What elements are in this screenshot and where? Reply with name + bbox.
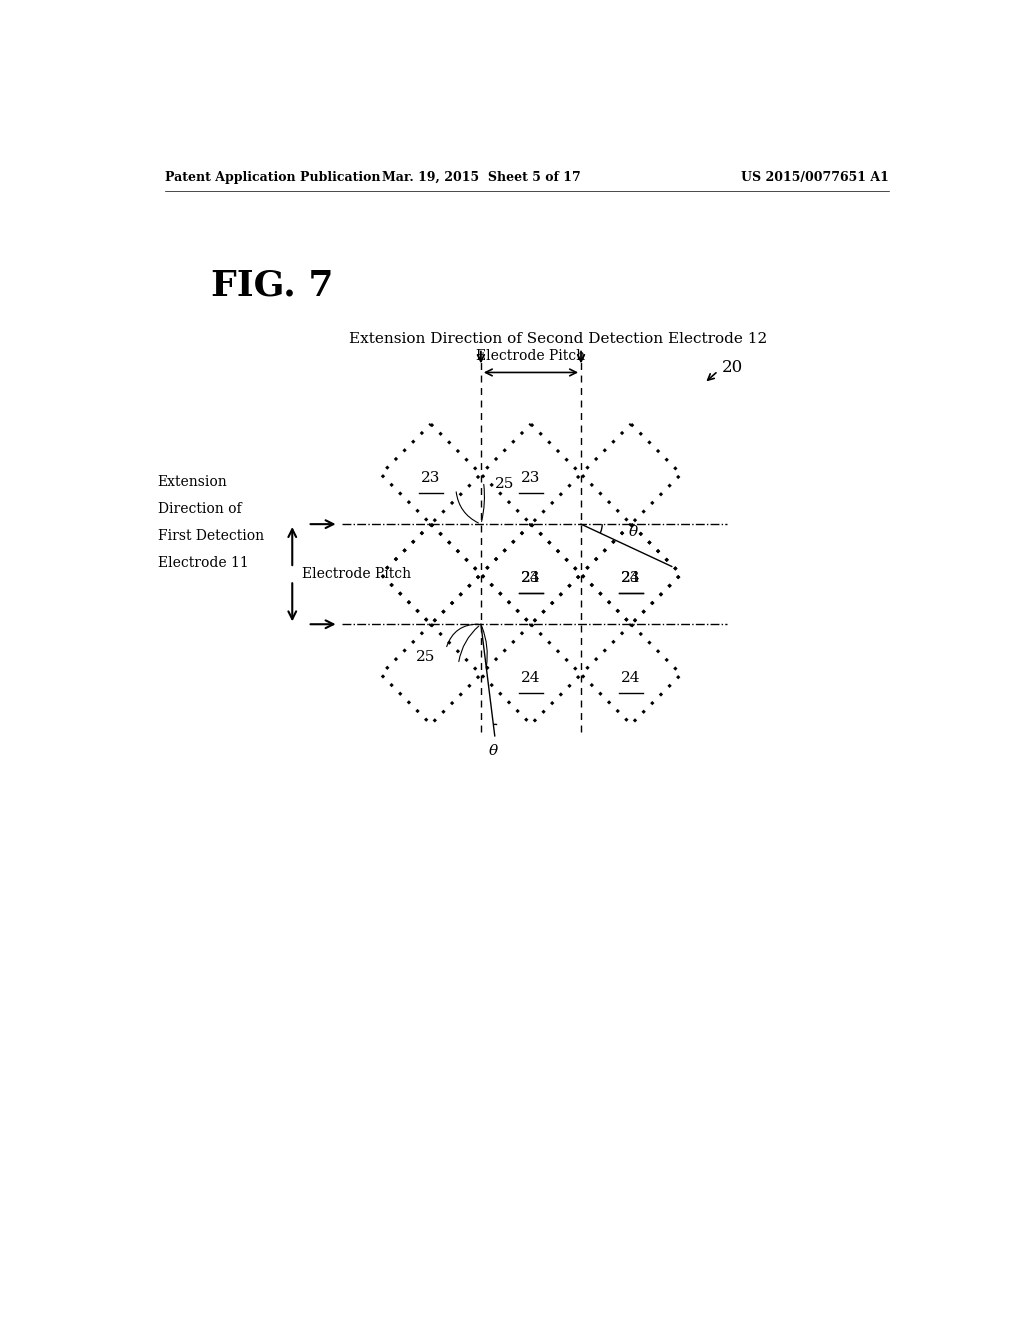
Text: First Detection: First Detection [158, 529, 263, 543]
Text: Extension: Extension [158, 475, 227, 488]
Text: 24: 24 [521, 572, 541, 585]
Text: Electrode Pitch: Electrode Pitch [476, 348, 586, 363]
Text: 23: 23 [421, 471, 440, 484]
Text: Electrode Pitch: Electrode Pitch [301, 568, 411, 581]
Text: 25: 25 [416, 649, 435, 664]
Text: Extension Direction of Second Detection Electrode 12: Extension Direction of Second Detection … [349, 333, 767, 346]
Text: US 2015/0077651 A1: US 2015/0077651 A1 [741, 172, 889, 185]
Text: Direction of: Direction of [158, 502, 241, 516]
Text: Patent Application Publication: Patent Application Publication [165, 172, 381, 185]
Text: Mar. 19, 2015  Sheet 5 of 17: Mar. 19, 2015 Sheet 5 of 17 [382, 172, 581, 185]
Text: 24: 24 [622, 671, 641, 685]
Text: 24: 24 [622, 572, 641, 585]
Text: 23: 23 [521, 572, 541, 585]
Text: 25: 25 [495, 477, 514, 491]
Text: FIG. 7: FIG. 7 [211, 268, 334, 302]
Text: 23: 23 [622, 572, 641, 585]
Text: Electrode 11: Electrode 11 [158, 556, 248, 570]
Text: θ: θ [629, 525, 638, 539]
Text: θ: θ [488, 744, 498, 758]
Text: 20: 20 [722, 359, 743, 376]
Text: 24: 24 [521, 671, 541, 685]
Text: 23: 23 [521, 471, 541, 484]
